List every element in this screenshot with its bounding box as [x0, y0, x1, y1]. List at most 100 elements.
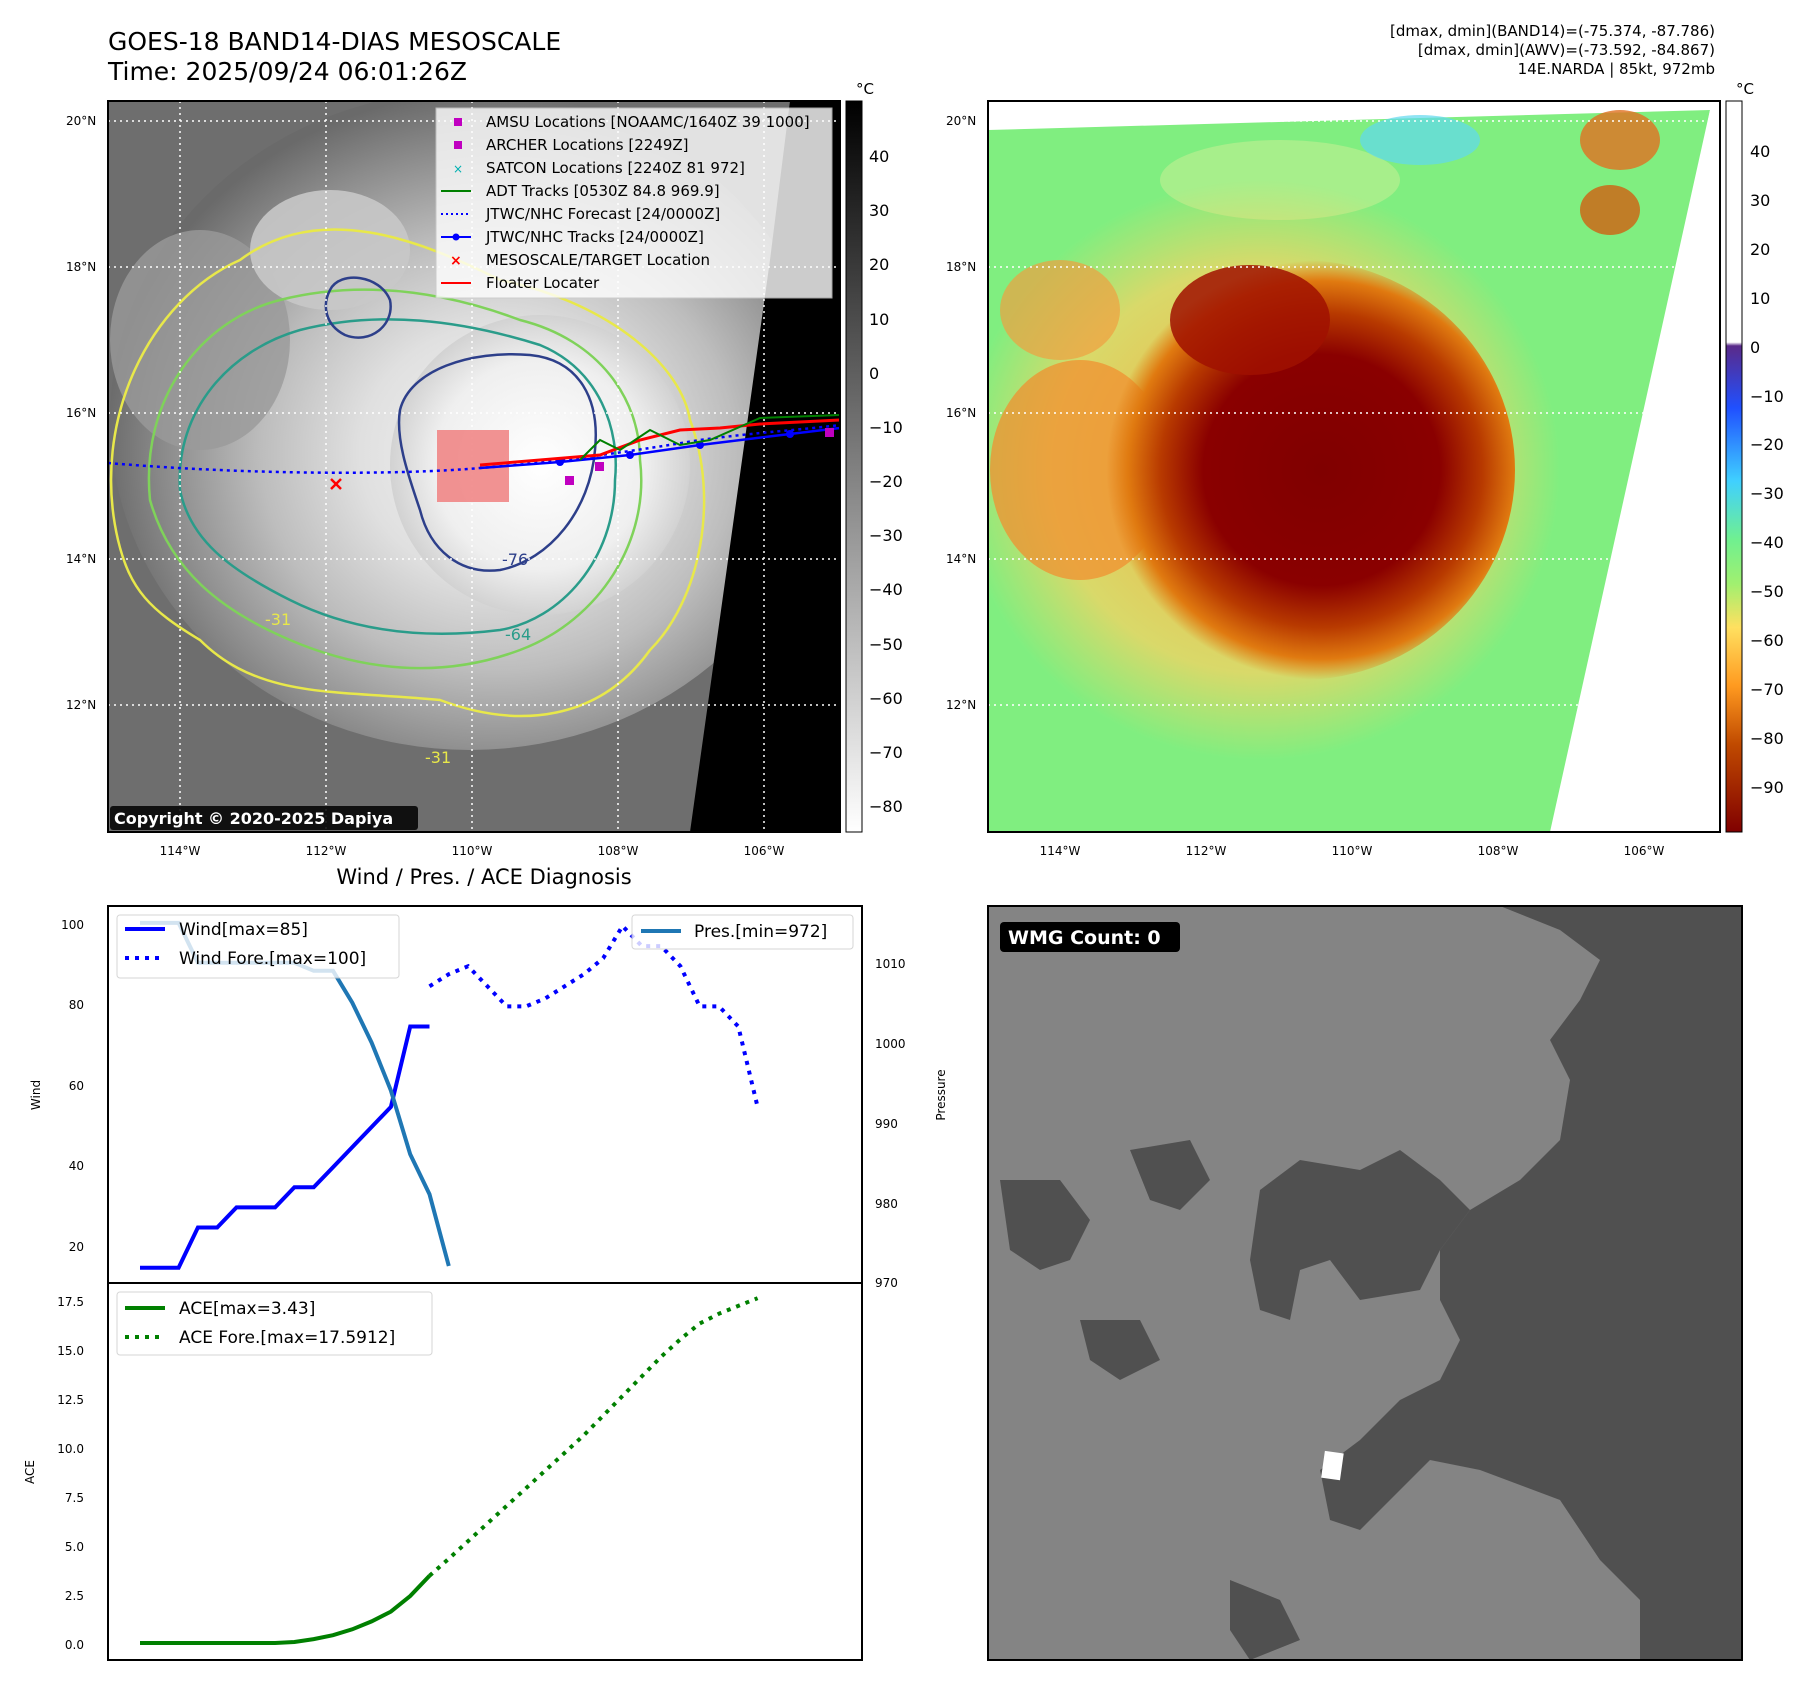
diag-title: Wind / Pres. / ACE Diagnosis [336, 865, 631, 889]
ir-lon-112w: 112°W [306, 844, 347, 858]
ace-legend: ACE[max=3.43] ACE Fore.[max=17.5912] [116, 1291, 433, 1356]
wmg-dark-center [1250, 1150, 1470, 1320]
wmg-dark-sw [1080, 1320, 1160, 1380]
ir-tick-10: −60 [869, 689, 903, 708]
awv-colorbar-ticks: 40 30 20 10 0 −10 −20 −30 −40 −50 −60 −7… [1750, 142, 1784, 797]
ir-tick-7: −30 [869, 526, 903, 545]
awv-tick-8: −40 [1750, 533, 1784, 552]
ir-colorbar [845, 100, 863, 833]
awv-tick-6: −20 [1750, 435, 1784, 454]
wind-tick-20: 20 [69, 1240, 84, 1254]
legend-label-satcon: SATCON Locations [2240Z 81 972] [486, 159, 745, 177]
wind-legend: Wind[max=85] Wind Fore.[max=100] [116, 914, 400, 979]
info-band14: [dmax, dmin](BAND14)=(-75.374, -87.786) [1390, 22, 1715, 40]
awv-gridlines [988, 120, 1720, 706]
wind-forecast-series-line [428, 922, 760, 1108]
wmg-white-pixel [1321, 1450, 1344, 1481]
legend-label-tracks: JTWC/NHC Tracks [24/0000Z] [485, 228, 704, 246]
pres-tick-990: 990 [875, 1117, 898, 1131]
chart-time: Time: 2025/09/24 06:01:26Z [108, 57, 467, 86]
contour-label-2: -64 [505, 625, 531, 644]
ir-colorbar-unit: °C [856, 80, 874, 98]
ir-lat-20n: 20°N [66, 114, 96, 128]
pres-yticks: 1010 1000 990 980 970 [875, 957, 906, 1290]
awv-colorbar [1725, 100, 1743, 833]
legend-amsu-symbol [454, 118, 462, 126]
legend-label-amsu: AMSU Locations [NOAAMC/1640Z 39 1000] [486, 113, 810, 131]
awv-tick-9: −50 [1750, 582, 1784, 601]
ir-tick-12: −80 [869, 797, 903, 816]
jtwc-track-points [556, 430, 794, 466]
awv-lat-14n: 14°N [946, 552, 976, 566]
ir-lon-110w: 110°W [452, 844, 493, 858]
pres-legend: Pres.[min=972] [631, 914, 854, 950]
target-location-marker [330, 478, 342, 490]
pres-ylabel: Pressure [934, 1069, 948, 1120]
jtwc-best-track [479, 426, 840, 470]
wind-yticks: 100 80 60 40 20 [61, 918, 84, 1254]
awv-nodata-wedge [1550, 101, 1720, 832]
contour-label-3: -31 [265, 610, 291, 629]
wmg-dark-east [1320, 906, 1742, 1660]
chart-title: GOES-18 BAND14-DIAS MESOSCALE [108, 27, 562, 56]
awv-lon-110w: 110°W [1332, 844, 1373, 858]
legend-label-target: MESOSCALE/TARGET Location [486, 251, 710, 269]
awv-lon-112w: 112°W [1186, 844, 1227, 858]
ir-tick-6: −20 [869, 472, 903, 491]
ace-tick-12-5: 12.5 [57, 1393, 84, 1407]
pres-tick-1000: 1000 [875, 1037, 906, 1051]
awv-tick-5: −10 [1750, 387, 1784, 406]
awv-lat-18n: 18°N [946, 260, 976, 274]
awv-tick-3: 10 [1750, 289, 1770, 308]
legend-pressure: Pres.[min=972] [694, 922, 827, 942]
wmg-count-label: WMG Count: 0 [1008, 927, 1161, 949]
ir-tick-3: 10 [869, 310, 889, 329]
awv-north-core [1170, 265, 1330, 375]
ir-cdo [390, 315, 690, 615]
ir-lon-labels: 114°W 112°W 110°W 108°W 106°W [160, 844, 785, 858]
awv-frame [987, 100, 1721, 833]
ir-tick-4: 0 [869, 364, 879, 383]
awv-lon-114w: 114°W [1040, 844, 1081, 858]
awv-lat-12n: 12°N [946, 698, 976, 712]
wmg-count-badge [1000, 922, 1180, 952]
contour-minus76 [397, 353, 597, 572]
awv-lat-labels: 20°N 18°N 16°N 14°N 12°N [946, 114, 976, 712]
ace-ylabel: ACE [23, 1460, 37, 1484]
awv-nw-band [1000, 260, 1120, 360]
awv-tick-10: −60 [1750, 631, 1784, 650]
legend-ace: ACE[max=3.43] [179, 1299, 315, 1319]
wmg-dark-nw [1130, 1140, 1210, 1210]
map-legend: × × AMSU Locations [NOAAMC/1640Z 39 1000… [435, 107, 833, 299]
ir-lat-14n: 14°N [66, 552, 96, 566]
legend-wind-forecast: Wind Fore.[max=100] [179, 949, 366, 969]
contour-label-4: -31 [425, 748, 451, 767]
awv-map-panel [988, 101, 1720, 832]
pres-tick-970: 970 [875, 1276, 898, 1290]
awv-tick-2: 20 [1750, 240, 1770, 259]
awv-tick-1: 30 [1750, 191, 1770, 210]
awv-tick-0: 40 [1750, 142, 1770, 161]
wmg-panel: WMG Count: 0 [988, 906, 1742, 1660]
ir-lat-18n: 18°N [66, 260, 96, 274]
wind-tick-60: 60 [69, 1079, 84, 1093]
ir-lon-106w: 106°W [744, 844, 785, 858]
ir-tick-5: −10 [869, 418, 903, 437]
ir-lon-114w: 114°W [160, 844, 201, 858]
adt-track [579, 414, 840, 461]
legend-target-symbol: × [450, 253, 462, 269]
wind-tick-80: 80 [69, 998, 84, 1012]
awv-lat-20n: 20°N [946, 114, 976, 128]
legend-ace-forecast: ACE Fore.[max=17.5912] [179, 1328, 395, 1348]
awv-tick-12: −80 [1750, 729, 1784, 748]
ir-outer-band [110, 230, 290, 450]
info-awv: [dmax, dmin](AWV)=(-73.592, -84.867) [1417, 41, 1715, 59]
ir-lat-labels: 20°N 18°N 16°N 14°N 12°N [66, 114, 96, 712]
wind-tick-40: 40 [69, 1159, 84, 1173]
legend-label-floater: Floater Locater [486, 274, 600, 292]
awv-tick-7: −30 [1750, 484, 1784, 503]
awv-lon-labels: 114°W 112°W 110°W 108°W 106°W [1040, 844, 1665, 858]
copyright-box [110, 806, 418, 830]
wmg-dark-west [1000, 1180, 1090, 1270]
wmg-dark-south [1230, 1580, 1300, 1660]
